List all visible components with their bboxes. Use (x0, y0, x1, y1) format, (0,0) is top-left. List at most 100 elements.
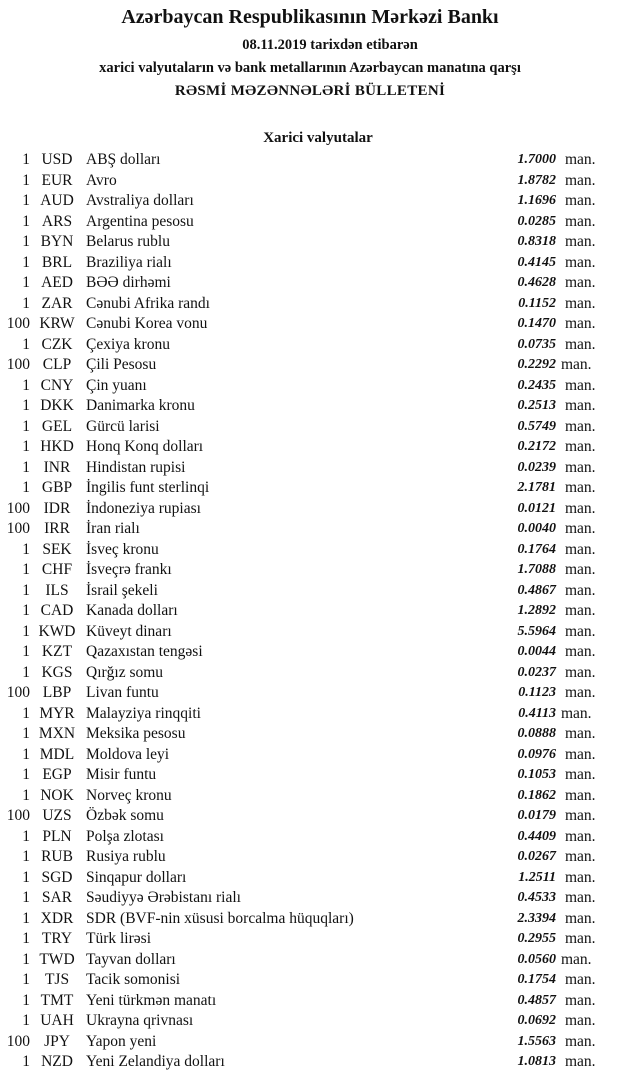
currency-name: Honq Konq dolları (86, 438, 204, 455)
rate-row: 100 UZS Özbək somu 0.0179 man. (0, 806, 620, 827)
currency-name: ABŞ dolları (86, 151, 161, 168)
currency-name: Küveyt dinarı (86, 622, 172, 640)
rate-value: 0.0179 (517, 808, 557, 823)
rate-row: 1 GEL Gürcü larisi 0.5749 man. (0, 417, 620, 438)
rate-value: 0.0285 (517, 213, 557, 229)
rate-row: 1 KZT Qazaxıstan tengəsi 0.0044 man. (0, 642, 620, 663)
currency-name: İndoneziya rupiası (86, 499, 201, 517)
currency-code: NZD (41, 1053, 73, 1070)
rate-value: 0.4409 (517, 828, 557, 844)
unit-label: man. (565, 171, 596, 189)
rate-amount: 1 (22, 376, 30, 394)
currency-name: Avstraliya dolları (86, 192, 194, 209)
unit-label: man. (565, 991, 596, 1009)
rate-amount: 1 (22, 909, 30, 927)
rate-row: 1 TMT Yeni türkmən manatı 0.4857 man. (0, 991, 620, 1012)
bulletin-title: RƏSMİ MƏZƏNNƏLƏRİ BÜLLETENİ (174, 83, 446, 99)
currency-code: BRL (41, 253, 73, 271)
rate-row: 1 CAD Kanada dolları 1.2892 man. (0, 601, 620, 622)
rate-value: 0.0267 (517, 849, 557, 864)
rate-value: 0.0121 (517, 500, 557, 516)
currency-code: ILS (45, 581, 69, 599)
unit-label: man. (565, 561, 596, 578)
currency-code: ARS (41, 212, 73, 230)
rate-amount: 1 (22, 1012, 30, 1029)
currency-name: Livan funtu (86, 684, 159, 701)
rate-row: 1 MYR Malayziya rinqqiti 0.4113 man. (0, 704, 620, 725)
currency-code: EUR (41, 171, 73, 189)
currency-name: Çexiya kronu (86, 335, 170, 353)
rate-amount: 100 (6, 315, 30, 332)
rate-row: 1 ZAR Cənubi Afrika randı 0.1152 man. (0, 294, 620, 315)
rate-value: 1.0813 (517, 1054, 557, 1069)
unit-label: man. (565, 663, 596, 681)
currency-code: INR (43, 458, 71, 476)
unit-label: man. (565, 848, 596, 865)
unit-label: man. (565, 889, 596, 906)
rate-amount: 1 (22, 950, 30, 968)
rate-row: 1 INR Hindistan rupisi 0.0239 man. (0, 458, 620, 479)
rate-row: 1 ARS Argentina pesosu 0.0285 man. (0, 212, 620, 233)
rate-amount: 1 (22, 294, 30, 312)
unit-label: man. (565, 253, 596, 271)
unit-label: man. (565, 602, 596, 619)
rate-value: 1.5563 (517, 1033, 557, 1049)
rate-value: 0.1764 (517, 541, 557, 557)
currency-code: SAR (41, 889, 73, 906)
rate-row: 100 IDR İndoneziya rupiası 0.0121 man. (0, 499, 620, 520)
rate-amount: 1 (22, 704, 30, 722)
rate-amount: 1 (22, 930, 30, 947)
rate-amount: 1 (22, 745, 30, 763)
rate-value: 0.1754 (517, 972, 557, 987)
unit-label: man. (565, 909, 596, 927)
rate-value: 1.2511 (518, 869, 556, 885)
rate-row: 1 EGP Misir funtu 0.1053 man. (0, 765, 620, 786)
rate-row: 1 EUR Avro 1.8782 man. (0, 171, 620, 192)
bank-title: Azərbaycan Respublikasının Mərkəzi Bankı (121, 6, 499, 28)
rate-amount: 1 (22, 417, 30, 435)
currency-code: MDL (39, 745, 75, 763)
currency-code: RUB (41, 848, 73, 865)
unit-label: man. (561, 950, 592, 968)
currency-code: BYN (40, 233, 74, 250)
unit-label: man. (565, 643, 596, 660)
rate-value: 0.2292 (517, 357, 557, 372)
currency-name: Hindistan rupisi (86, 458, 186, 476)
unit-label: man. (565, 335, 596, 353)
unit-label: man. (565, 725, 596, 742)
currency-name: Özbək somu (86, 807, 164, 824)
unit-label: man. (565, 397, 596, 414)
rate-value: 1.1696 (517, 193, 557, 208)
unit-label: man. (565, 745, 596, 763)
currency-name: İsveçrə frankı (86, 561, 172, 578)
rate-value: 2.1781 (517, 480, 557, 495)
rate-row: 100 IRR İran rialı 0.0040 man. (0, 519, 620, 540)
rate-value: 1.7088 (517, 562, 557, 577)
currency-code: XDR (40, 909, 74, 927)
unit-label: man. (565, 827, 596, 845)
rate-value: 0.0237 (517, 664, 557, 680)
currency-name: Norveç kronu (86, 786, 172, 804)
currency-name: Cənubi Korea vonu (86, 315, 208, 332)
rate-row: 1 DKK Danimarka kronu 0.2513 man. (0, 396, 620, 417)
rate-amount: 1 (22, 438, 30, 455)
rate-amount: 1 (22, 766, 30, 783)
rate-row: 1 KWD Küveyt dinarı 5.5964 man. (0, 622, 620, 643)
currency-code: EGP (42, 766, 72, 783)
currency-code: LBP (42, 684, 72, 701)
currency-code: KRW (39, 315, 75, 332)
rate-row: 1 NZD Yeni Zelandiya dolları 1.0813 man. (0, 1052, 620, 1073)
rate-amount: 1 (22, 725, 30, 742)
unit-label: man. (561, 704, 592, 722)
currency-code: IRR (44, 520, 70, 537)
rate-amount: 100 (6, 356, 30, 373)
unit-label: man. (565, 930, 596, 947)
currency-code: KGS (41, 663, 73, 681)
currency-name: Gürcü larisi (86, 417, 160, 435)
unit-label: man. (561, 356, 592, 373)
currency-name: Argentina pesosu (86, 212, 194, 230)
currency-name: Qırğız somu (86, 663, 164, 681)
unit-label: man. (565, 479, 596, 496)
rate-value: 0.0560 (517, 951, 557, 967)
rate-row: 1 BYN Belarus rublu 0.8318 man. (0, 232, 620, 253)
